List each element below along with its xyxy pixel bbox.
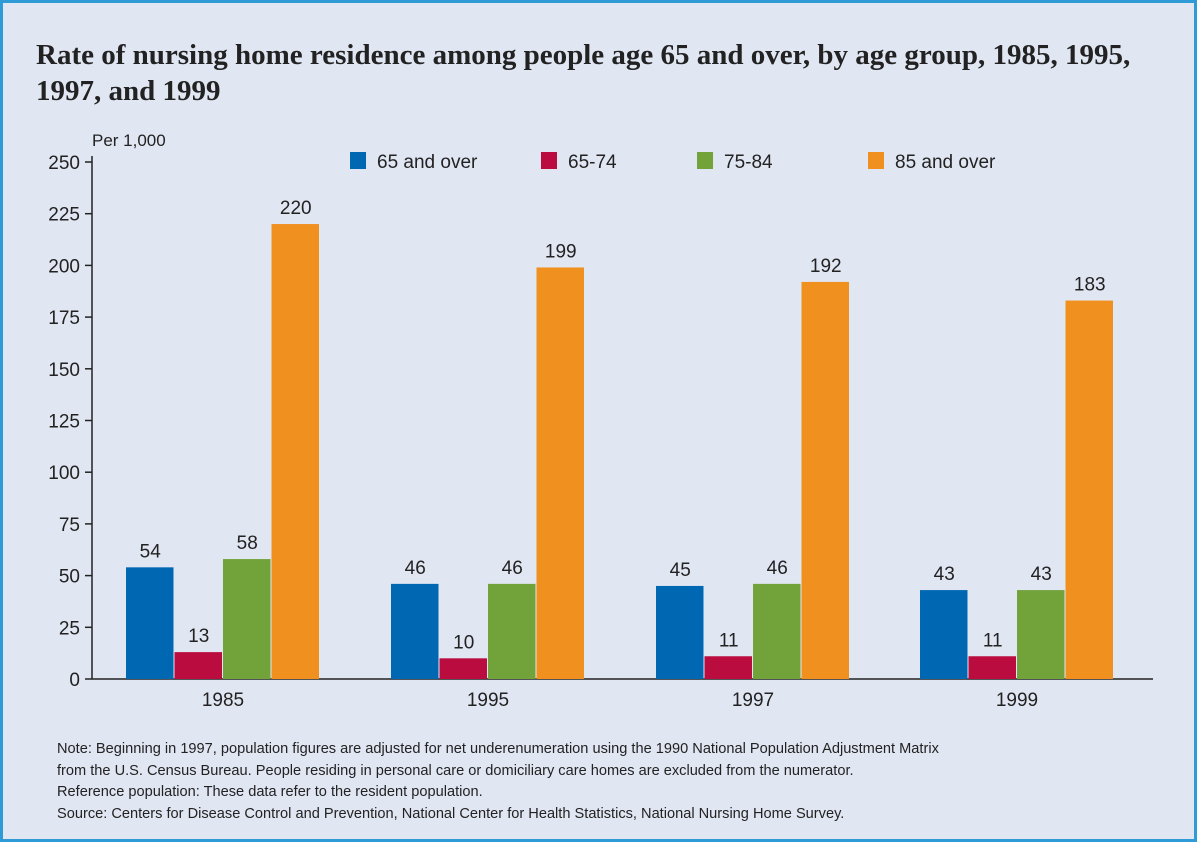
bar <box>223 559 271 679</box>
y-tick-label: 175 <box>48 308 80 329</box>
reference-population-line: Reference population: These data refer t… <box>57 784 483 800</box>
bar-value-label: 199 <box>545 241 577 262</box>
source-line: Source: Centers for Disease Control and … <box>57 805 845 822</box>
bar <box>271 224 319 680</box>
note-line-2: from the U.S. Census Bureau. People resi… <box>57 762 854 779</box>
bar <box>801 281 849 679</box>
x-tick-label: 1995 <box>467 690 509 711</box>
bar-value-label: 220 <box>280 198 312 219</box>
x-tick-label: 1985 <box>202 690 244 711</box>
y-tick-label: 200 <box>48 256 80 277</box>
bar <box>439 658 487 679</box>
bar <box>920 590 968 679</box>
legend-swatch <box>868 152 884 169</box>
bar-value-label: 13 <box>188 626 209 647</box>
bar <box>704 656 752 679</box>
y-tick-label: 50 <box>59 567 80 588</box>
y-tick-label: 100 <box>48 463 80 484</box>
bar-value-label: 46 <box>502 558 523 579</box>
bar-value-label: 11 <box>719 630 739 651</box>
bar-value-label: 11 <box>983 630 1003 651</box>
bar <box>391 583 439 679</box>
bar-value-label: 183 <box>1074 275 1106 296</box>
chart-notes: Note: Beginning in 1997, population figu… <box>57 739 1177 825</box>
bar <box>1065 300 1113 679</box>
bar-value-label: 10 <box>453 632 474 653</box>
chart-title: Rate of nursing home residence among peo… <box>36 39 1131 107</box>
legend-label: 65-74 <box>568 152 617 173</box>
y-tick-label: 150 <box>48 360 80 381</box>
bar-value-label: 43 <box>1031 564 1052 585</box>
bar <box>968 656 1016 679</box>
y-tick-label: 75 <box>59 515 80 536</box>
legend-swatch <box>541 152 557 169</box>
bar-value-label: 192 <box>810 256 842 277</box>
y-tick-label: 0 <box>69 670 80 691</box>
y-axis-label: Per 1,000 <box>92 131 166 150</box>
bar <box>126 567 174 679</box>
legend-label: 75-84 <box>724 152 773 173</box>
legend-swatch <box>697 152 713 169</box>
x-tick-label: 1997 <box>732 690 774 711</box>
bar <box>174 652 222 679</box>
bar-value-label: 46 <box>405 558 426 579</box>
legend-swatch <box>350 152 366 169</box>
bar <box>488 583 536 679</box>
y-tick-label: 250 <box>48 153 80 174</box>
bar <box>656 585 704 679</box>
legend-label: 65 and over <box>377 152 478 173</box>
legend-label: 85 and over <box>895 152 996 173</box>
note-line-1: Note: Beginning in 1997, population figu… <box>57 741 939 757</box>
bar-value-label: 43 <box>934 564 955 585</box>
bar-value-label: 54 <box>140 541 162 562</box>
y-tick-label: 225 <box>48 205 80 226</box>
bar-value-label: 46 <box>767 558 788 579</box>
bar <box>536 267 584 679</box>
bar-value-label: 45 <box>670 560 691 581</box>
x-tick-label: 1999 <box>996 690 1038 711</box>
bar-value-label: 58 <box>237 533 258 554</box>
y-tick-label: 125 <box>48 412 80 433</box>
y-tick-label: 25 <box>59 618 80 639</box>
bar <box>753 583 801 679</box>
bar <box>1017 590 1065 679</box>
